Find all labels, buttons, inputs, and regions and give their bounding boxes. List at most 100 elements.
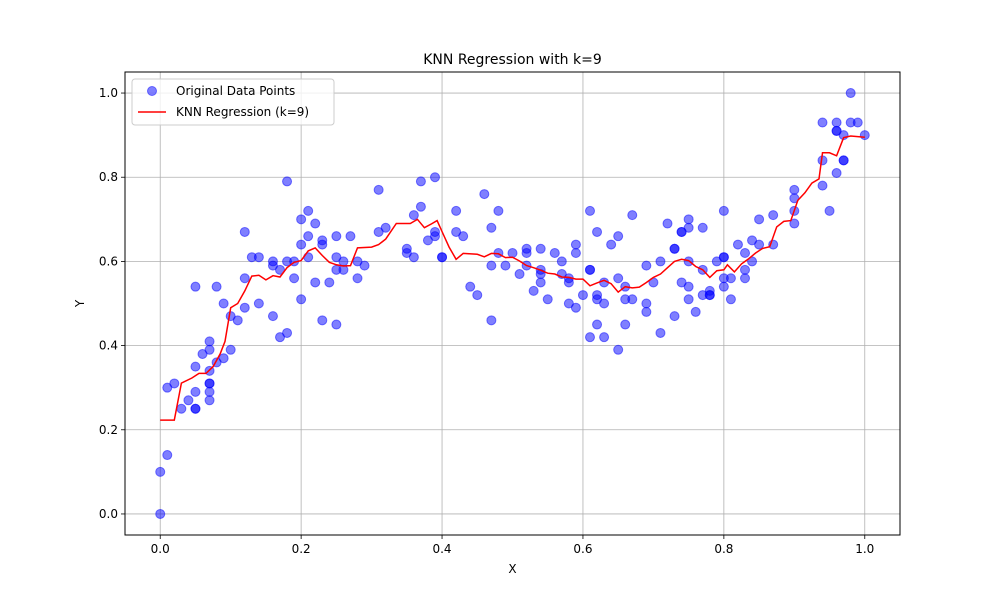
x-tick-label: 0.0 <box>151 542 170 556</box>
data-point <box>620 319 631 330</box>
data-point <box>641 260 652 271</box>
axis-ticks: 0.0 0.2 0.4 0.6 0.8 1.0 0.0 0.2 0.4 0.6 0.8 1.0 <box>99 86 874 556</box>
legend-label-scatter: Original Data Points <box>176 84 295 98</box>
data-point <box>472 290 483 301</box>
data-point <box>845 88 856 99</box>
data-point <box>718 205 729 216</box>
data-point <box>296 239 307 250</box>
y-tick-label: 1.0 <box>99 86 118 100</box>
data-point <box>282 176 293 187</box>
x-axis-label: X <box>508 562 516 576</box>
data-point <box>592 226 603 237</box>
x-tick-label: 0.6 <box>573 542 592 556</box>
data-point <box>190 281 201 292</box>
data-point <box>789 218 800 229</box>
data-point <box>451 205 462 216</box>
data-point <box>740 264 750 275</box>
data-point <box>296 294 307 305</box>
legend-label-line: KNN Regression (k=9) <box>176 105 309 119</box>
data-point <box>253 298 264 309</box>
data-point <box>768 210 779 221</box>
data-point <box>585 205 595 216</box>
data-point <box>310 218 321 229</box>
data-point <box>549 247 560 258</box>
legend-marker-scatter <box>147 86 157 96</box>
data-point <box>169 378 180 389</box>
data-point <box>380 222 391 233</box>
data-point <box>176 403 187 414</box>
data-point <box>514 269 525 280</box>
data-point <box>697 222 708 233</box>
data-point <box>859 130 870 141</box>
y-axis-label: Y <box>73 299 87 308</box>
data-point <box>162 450 173 461</box>
data-point <box>225 344 236 355</box>
data-point <box>303 205 314 216</box>
data-point <box>592 319 603 330</box>
data-point <box>732 239 743 250</box>
data-point <box>317 315 328 326</box>
legend-box <box>131 78 335 126</box>
data-point <box>838 155 849 166</box>
data-point <box>824 205 835 216</box>
data-point <box>740 273 750 284</box>
data-point <box>669 311 680 322</box>
data-point <box>239 302 250 313</box>
data-point <box>493 205 504 216</box>
data-point <box>606 239 617 250</box>
data-point <box>415 201 426 212</box>
data-point <box>542 294 553 305</box>
data-point <box>754 214 765 225</box>
plot-area <box>155 88 870 519</box>
data-point <box>500 260 511 271</box>
data-point <box>641 298 652 309</box>
x-tick-label: 0.4 <box>432 542 451 556</box>
data-point <box>570 302 581 313</box>
data-point <box>683 214 694 225</box>
x-tick-label: 1.0 <box>855 542 874 556</box>
data-point <box>669 243 680 254</box>
y-tick-label: 0.8 <box>99 170 118 184</box>
data-point <box>570 247 581 258</box>
data-point <box>211 281 222 292</box>
data-point <box>535 243 546 254</box>
data-point <box>613 273 624 284</box>
data-point <box>331 319 342 330</box>
grid-lines <box>125 72 900 535</box>
data-point <box>338 256 349 267</box>
x-tick-label: 0.2 <box>292 542 311 556</box>
legend: Original Data Points KNN Regression (k=9… <box>131 78 335 126</box>
data-point <box>190 403 201 414</box>
data-point <box>690 306 701 317</box>
data-point <box>641 306 652 317</box>
y-tick-label: 0.6 <box>99 254 118 268</box>
data-point <box>408 252 419 263</box>
data-point <box>232 315 243 326</box>
data-point <box>430 172 440 183</box>
data-point <box>486 222 497 233</box>
data-point <box>204 395 215 406</box>
y-tick-label: 0.4 <box>99 339 118 353</box>
data-point <box>528 285 539 296</box>
data-point <box>655 327 666 338</box>
data-point <box>430 226 440 237</box>
data-point <box>718 281 729 292</box>
data-point <box>655 256 666 267</box>
data-point <box>831 117 842 128</box>
data-point <box>486 260 497 271</box>
data-point <box>303 231 314 242</box>
data-point <box>486 315 497 326</box>
data-point <box>324 277 335 288</box>
data-point <box>613 344 624 355</box>
data-point <box>465 281 476 292</box>
data-point <box>852 117 863 128</box>
data-point <box>190 386 201 397</box>
data-point <box>570 239 581 250</box>
data-point <box>155 466 166 477</box>
data-point <box>239 273 250 284</box>
data-point <box>218 298 229 309</box>
data-point <box>458 231 469 242</box>
data-point <box>282 327 293 338</box>
